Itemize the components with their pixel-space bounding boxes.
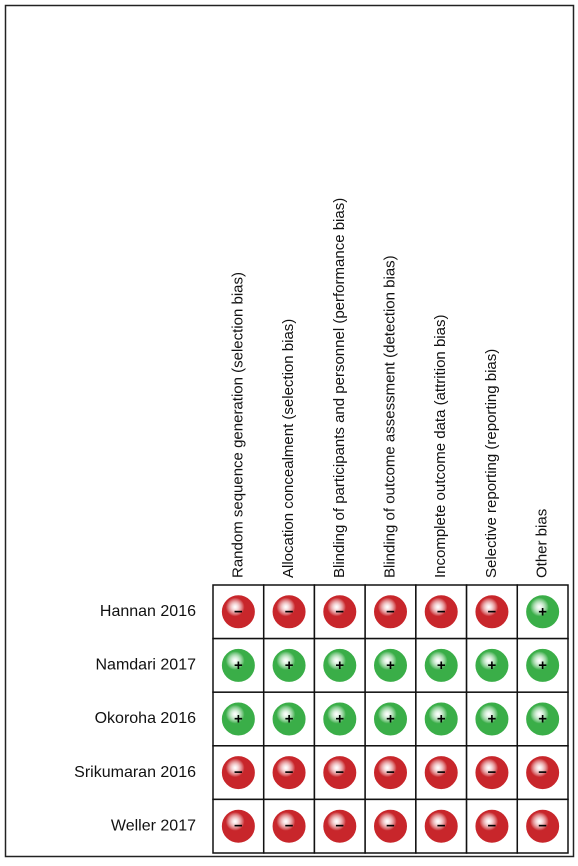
judgment-circle (374, 702, 407, 736)
judgment-symbol: − (538, 818, 547, 835)
judgment-circle (221, 648, 255, 682)
judgment-symbol: − (488, 818, 497, 835)
judgment-symbol: − (285, 603, 294, 620)
judgment-circle (374, 595, 407, 629)
judgment-circle (272, 595, 306, 629)
judgment-circle (475, 756, 509, 790)
judgment-symbol: − (335, 764, 344, 781)
judgment-symbol: + (538, 657, 547, 674)
judgment-symbol: + (386, 711, 395, 728)
judgment-circle (272, 809, 306, 843)
judgment-circle (424, 702, 458, 736)
judgment-circle (323, 595, 357, 629)
judgment-symbol: + (437, 657, 446, 674)
judgment-symbol: + (335, 711, 344, 728)
judgment-symbol: + (488, 657, 497, 674)
column-header: Incomplete outcome data (attrition bias) (432, 315, 449, 578)
judgment-circle (424, 756, 458, 790)
judgment-symbol: − (335, 603, 344, 620)
judgment-symbol: − (437, 764, 446, 781)
column-header: Blinding of participants and personnel (… (331, 198, 348, 578)
judgment-symbol: − (285, 764, 294, 781)
judgment-circle (323, 809, 357, 843)
judgment-circle (221, 756, 255, 790)
judgment-circle (475, 702, 509, 736)
judgment-circle (526, 809, 560, 843)
judgment-circle (374, 648, 407, 682)
judgment-circle (424, 809, 458, 843)
judgment-symbol: − (488, 764, 497, 781)
study-label: Okoroha 2016 (95, 710, 197, 727)
judgment-symbol: + (234, 657, 243, 674)
judgment-circle (424, 648, 458, 682)
judgment-circle (221, 702, 255, 736)
judgment-symbol: + (538, 603, 547, 620)
judgment-circle (526, 756, 560, 790)
judgment-circle (272, 756, 306, 790)
judgment-symbol: − (234, 603, 243, 620)
judgment-symbol: + (538, 711, 547, 728)
judgment-symbol: + (285, 657, 294, 674)
judgment-symbol: + (335, 657, 344, 674)
column-header: Allocation concealment (selection bias) (280, 319, 297, 578)
judgment-circle (475, 648, 509, 682)
judgment-circle (323, 756, 357, 790)
judgment-circle (323, 648, 357, 682)
judgment-symbol: − (386, 764, 395, 781)
judgment-circle (526, 702, 560, 736)
column-header: Random sequence generation (selection bi… (229, 272, 246, 578)
judgment-circle (526, 595, 560, 629)
judgment-symbol: − (538, 764, 547, 781)
judgment-circle (221, 595, 255, 629)
study-label: Srikumaran 2016 (74, 764, 196, 781)
judgment-symbol: − (335, 818, 344, 835)
judgment-circle (272, 702, 306, 736)
judgment-symbol: − (234, 764, 243, 781)
judgment-symbol: − (234, 818, 243, 835)
column-header: Other bias (534, 509, 551, 578)
judgment-symbol: + (234, 711, 243, 728)
judgment-symbol: − (488, 603, 497, 620)
judgment-circle (272, 648, 306, 682)
judgment-circle (424, 595, 458, 629)
column-header: Selective reporting (reporting bias) (483, 349, 500, 578)
judgment-symbol: − (386, 818, 395, 835)
cell (465, 637, 519, 693)
judgment-circle (221, 809, 255, 843)
judgment-circle (374, 809, 407, 843)
study-label: Namdari 2017 (96, 657, 197, 674)
column-header: Blinding of outcome assessment (detectio… (381, 255, 398, 578)
judgment-symbol: + (285, 711, 294, 728)
judgment-circle (323, 702, 357, 736)
judgment-symbol: − (437, 818, 446, 835)
judgment-circle (475, 595, 509, 629)
judgment-symbol: + (488, 711, 497, 728)
study-label: Weller 2017 (111, 817, 196, 834)
judgment-circle (475, 809, 509, 843)
judgment-circle (374, 756, 407, 790)
judgment-symbol: − (386, 603, 395, 620)
study-label: Hannan 2016 (100, 603, 196, 620)
judgment-circle (526, 648, 560, 682)
judgment-symbol: − (285, 818, 294, 835)
judgment-symbol: + (437, 711, 446, 728)
judgment-symbol: + (386, 657, 395, 674)
judgment-symbol: − (437, 603, 446, 620)
